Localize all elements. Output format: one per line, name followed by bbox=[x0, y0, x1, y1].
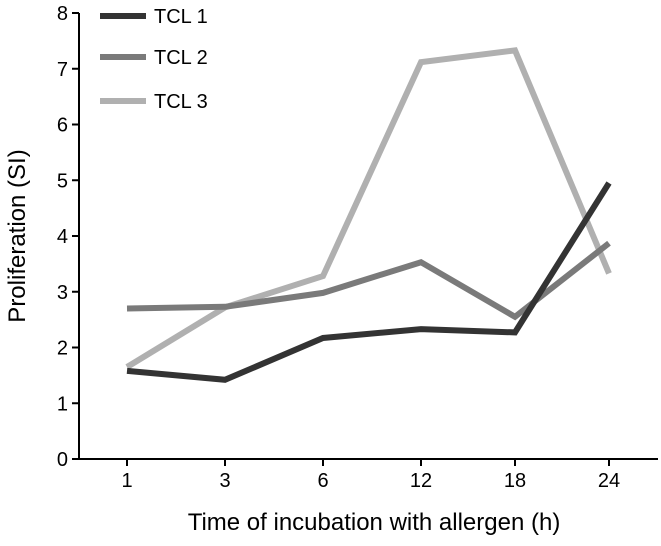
y-tick-label: 6 bbox=[57, 115, 68, 137]
y-tick-label: 7 bbox=[57, 59, 68, 81]
legend-label: TCL 1 bbox=[154, 6, 208, 28]
axes bbox=[78, 13, 658, 460]
y-axis-title: Proliferation (SI) bbox=[4, 149, 31, 322]
series-line-tcl-3 bbox=[125, 47, 612, 370]
legend-label: TCL 2 bbox=[154, 47, 208, 69]
y-tick-label: 5 bbox=[57, 170, 68, 192]
y-tick-label: 2 bbox=[57, 338, 68, 360]
legend-label: TCL 3 bbox=[154, 91, 208, 113]
x-tick-label: 18 bbox=[504, 470, 526, 492]
series-lines bbox=[125, 47, 612, 383]
y-tick-label: 0 bbox=[57, 449, 68, 471]
x-axis-title: Time of incubation with allergen (h) bbox=[188, 509, 561, 536]
x-tick-label: 3 bbox=[219, 470, 230, 492]
series-line-tcl-2 bbox=[126, 240, 611, 321]
x-tick-label: 24 bbox=[598, 470, 620, 492]
y-tick-label: 1 bbox=[57, 393, 68, 415]
legend: TCL 1 TCL 2 TCL 3 bbox=[100, 6, 208, 113]
x-ticks: 1 3 6 12 18 24 bbox=[121, 459, 620, 492]
x-tick-label: 12 bbox=[410, 470, 432, 492]
y-tick-label: 3 bbox=[57, 282, 68, 304]
x-tick-label: 6 bbox=[317, 470, 328, 492]
y-tick-label: 8 bbox=[57, 3, 68, 25]
y-ticks: 0 1 2 3 4 5 6 7 8 bbox=[57, 3, 79, 471]
series-line-tcl-1 bbox=[126, 181, 612, 383]
x-tick-label: 1 bbox=[121, 470, 132, 492]
y-tick-label: 4 bbox=[57, 226, 68, 248]
